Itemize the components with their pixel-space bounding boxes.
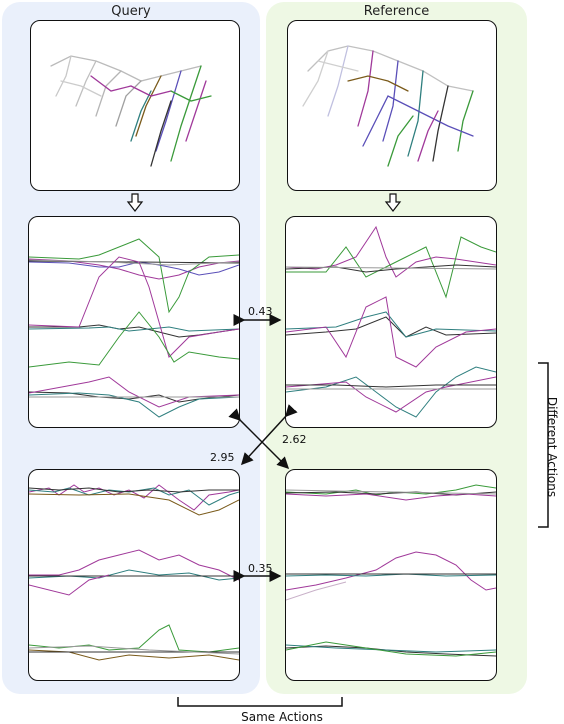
query-signal-panel-top (28, 216, 240, 428)
reference-title: Reference (363, 4, 430, 19)
different-actions-label: Different Actions (545, 396, 559, 498)
query-signal-panel-bottom (28, 469, 240, 681)
reference-signal-plot-top (286, 225, 496, 418)
query-skeleton-panel (30, 20, 240, 191)
distance-label-bottom: 0.35 (248, 562, 273, 575)
query-down-arrow (126, 193, 144, 212)
query-signal-plot-bottom (29, 484, 239, 661)
distance-label-cross-left: 2.95 (210, 451, 235, 464)
reference-skeleton-figure (302, 45, 474, 167)
reference-signal-panel-top (285, 216, 497, 428)
same-actions-label: Same Actions (241, 710, 323, 724)
reference-signal-plot-bottom (286, 484, 496, 657)
different-actions-bracket: Different Actions (540, 362, 564, 532)
query-skeleton-figure (50, 55, 212, 167)
reference-signal-panel-bottom (285, 469, 497, 681)
reference-skeleton-panel (287, 20, 497, 191)
distance-label-top: 0.43 (248, 305, 273, 318)
distance-label-cross-right: 2.62 (282, 433, 307, 446)
query-title: Query (111, 4, 151, 19)
reference-down-arrow (384, 193, 402, 212)
query-signal-plot-top (29, 238, 239, 418)
